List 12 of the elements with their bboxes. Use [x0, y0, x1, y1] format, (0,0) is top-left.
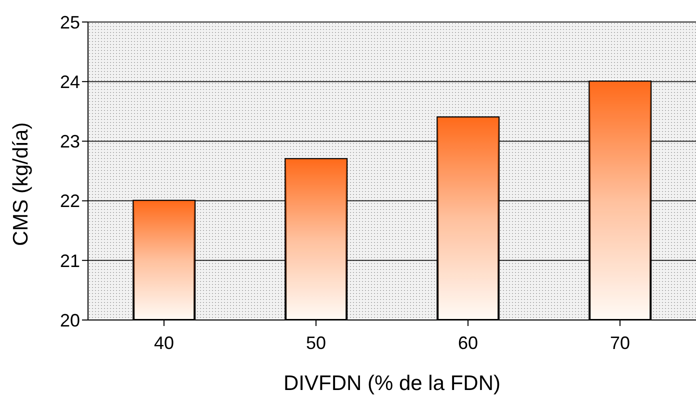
y-tick-label: 20 [60, 310, 80, 330]
y-tick-label: 24 [60, 72, 80, 92]
x-tick-label: 70 [610, 332, 630, 353]
y-tick-label: 25 [60, 12, 80, 32]
y-axis-title: CMS (kg/día) [9, 122, 32, 246]
x-tick-label: 40 [154, 332, 174, 353]
x-tick-label: 50 [306, 332, 326, 353]
y-tick-label: 21 [60, 250, 80, 271]
x-axis-title: DIVFDN (% de la FDN) [283, 372, 501, 395]
y-tick-label: 22 [60, 191, 80, 212]
x-tick-label: 60 [458, 332, 478, 353]
y-tick-label: 23 [60, 132, 80, 152]
